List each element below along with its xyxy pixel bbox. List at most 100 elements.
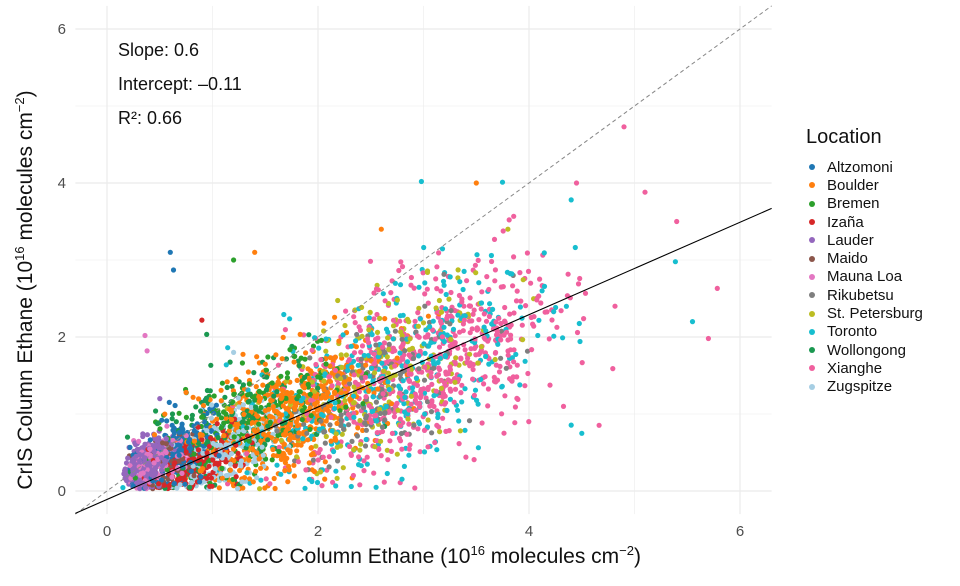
point-toronto bbox=[424, 424, 431, 430]
point-boulder bbox=[252, 249, 258, 255]
point-iza-a bbox=[232, 463, 238, 469]
point-toronto bbox=[430, 358, 436, 364]
legend-label: Altzomoni bbox=[827, 158, 893, 176]
point-boulder bbox=[224, 379, 230, 385]
point-zugspitze bbox=[235, 486, 241, 492]
point-boulder bbox=[253, 384, 259, 390]
point-rikubetsu bbox=[382, 410, 388, 416]
point-boulder bbox=[306, 375, 312, 381]
point-bremen bbox=[266, 402, 272, 408]
point-rikubetsu bbox=[310, 457, 316, 463]
point-toronto bbox=[689, 319, 696, 325]
point-toronto bbox=[331, 405, 338, 412]
point-rikubetsu bbox=[338, 412, 344, 418]
point-toronto bbox=[444, 407, 450, 414]
intercept-annotation: Intercept: –0.11 bbox=[118, 74, 242, 94]
point-xianghe bbox=[496, 369, 503, 375]
point-toronto bbox=[472, 387, 479, 393]
point-xianghe bbox=[364, 454, 370, 460]
point-xianghe bbox=[512, 420, 518, 426]
r2-annotation: R²: 0.66 bbox=[118, 108, 183, 128]
point-rikubetsu bbox=[524, 348, 531, 354]
x-tick-label: 4 bbox=[525, 523, 533, 540]
point-altzomoni bbox=[164, 418, 170, 424]
point-xianghe bbox=[546, 336, 552, 342]
point-bremen bbox=[191, 451, 197, 457]
point-toronto bbox=[340, 332, 346, 338]
point-toronto bbox=[541, 283, 548, 289]
point-rikubetsu bbox=[341, 426, 347, 432]
point-toronto bbox=[536, 317, 542, 323]
y-tick-label: 6 bbox=[58, 21, 66, 38]
point-xianghe bbox=[244, 451, 250, 457]
point-xianghe bbox=[502, 393, 508, 399]
point-toronto bbox=[442, 352, 448, 359]
point-st-petersburg bbox=[385, 335, 391, 341]
point-rikubetsu bbox=[355, 403, 362, 409]
point-bremen bbox=[258, 404, 264, 411]
point-xianghe bbox=[413, 394, 419, 400]
point-xianghe bbox=[455, 376, 462, 382]
point-toronto bbox=[403, 389, 409, 395]
point-xianghe bbox=[470, 311, 476, 317]
point-boulder bbox=[218, 387, 224, 393]
point-st-petersburg bbox=[446, 296, 452, 302]
point-wollongong bbox=[229, 383, 235, 390]
point-xianghe bbox=[460, 328, 466, 334]
point-boulder bbox=[221, 433, 227, 439]
legend-swatch bbox=[809, 219, 815, 226]
point-st-petersburg bbox=[455, 267, 461, 273]
point-xianghe bbox=[373, 412, 379, 419]
point-xianghe bbox=[412, 318, 418, 324]
point-boulder bbox=[254, 354, 260, 360]
point-bremen bbox=[231, 391, 237, 397]
point-xianghe bbox=[363, 394, 369, 400]
point-rikubetsu bbox=[274, 428, 280, 434]
point-xianghe bbox=[416, 334, 422, 340]
point-boulder bbox=[297, 331, 303, 337]
point-iza-a bbox=[182, 477, 188, 483]
point-wollongong bbox=[283, 356, 289, 362]
x-tick-label: 2 bbox=[314, 523, 322, 540]
point-bremen bbox=[246, 381, 252, 387]
point-xianghe bbox=[596, 422, 602, 428]
point-zugspitze bbox=[189, 480, 195, 486]
point-zugspitze bbox=[254, 442, 261, 448]
point-st-petersburg bbox=[357, 447, 363, 453]
point-bremen bbox=[317, 375, 323, 381]
point-boulder bbox=[287, 436, 293, 442]
legend-item: Mauna Loa bbox=[806, 268, 923, 286]
point-xianghe bbox=[493, 319, 499, 325]
point-xianghe bbox=[577, 275, 583, 282]
point-xianghe bbox=[355, 421, 361, 427]
point-xianghe bbox=[276, 444, 282, 450]
point-boulder bbox=[363, 362, 369, 368]
point-st-petersburg bbox=[351, 384, 357, 390]
point-bremen bbox=[283, 395, 289, 401]
point-st-petersburg bbox=[377, 315, 383, 321]
point-xianghe bbox=[492, 350, 498, 356]
point-toronto bbox=[323, 336, 329, 342]
point-bremen bbox=[230, 399, 236, 405]
point-st-petersburg bbox=[420, 320, 427, 326]
point-xianghe bbox=[320, 454, 326, 460]
point-iza-a bbox=[191, 455, 197, 462]
point-boulder bbox=[294, 377, 300, 383]
point-lauder bbox=[142, 485, 149, 491]
legend-label: Xianghe bbox=[827, 359, 883, 377]
y-tick-label: 0 bbox=[58, 483, 66, 500]
point-bremen bbox=[218, 425, 224, 431]
point-toronto bbox=[329, 428, 335, 434]
point-iza-a bbox=[206, 463, 212, 469]
point-xianghe bbox=[418, 393, 424, 399]
point-toronto bbox=[401, 463, 407, 469]
point-st-petersburg bbox=[395, 407, 401, 413]
point-altzomoni bbox=[179, 424, 185, 430]
point-boulder bbox=[314, 407, 320, 413]
point-xianghe bbox=[438, 288, 444, 294]
point-xianghe bbox=[509, 283, 516, 289]
point-xianghe bbox=[445, 371, 451, 377]
point-rikubetsu bbox=[498, 355, 504, 361]
point-xianghe bbox=[505, 337, 511, 343]
point-mauna-loa bbox=[179, 470, 185, 476]
